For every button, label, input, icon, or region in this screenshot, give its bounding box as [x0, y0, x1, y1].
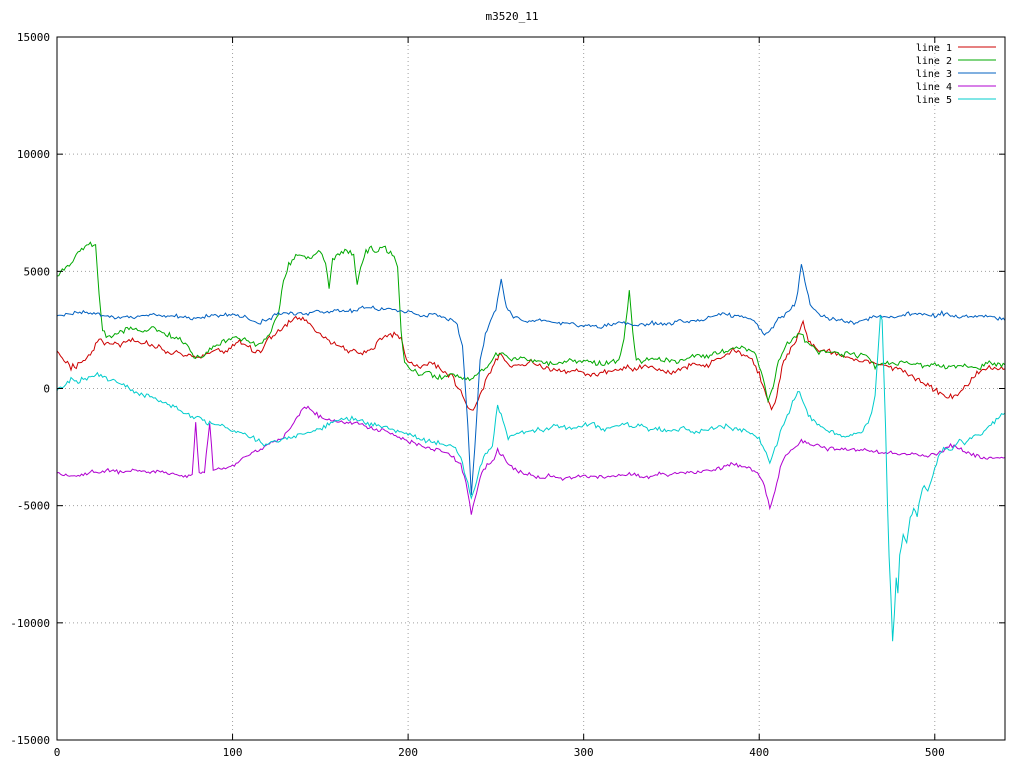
plot-border: [56, 36, 1006, 741]
legend-label: line 3: [916, 69, 952, 80]
legend-label: line 1: [916, 43, 952, 54]
x-tick-label: 300: [574, 746, 594, 759]
series-line-5: [57, 315, 1005, 642]
y-tick-label: -10000: [10, 617, 50, 630]
series-line-4: [57, 405, 1005, 515]
legend-label: line 2: [916, 56, 952, 67]
y-tick-label: 15000: [17, 31, 50, 44]
chart-title: m3520_11: [485, 10, 539, 23]
y-tick-label: 0: [43, 383, 50, 396]
legend-label: line 4: [916, 82, 952, 93]
x-tick-label: 500: [925, 746, 945, 759]
y-tick-label: 10000: [17, 148, 50, 161]
y-tick-label: -15000: [10, 734, 50, 747]
series-line-1: [57, 315, 1005, 411]
x-tick-label: 100: [223, 746, 243, 759]
x-tick-label: 400: [749, 746, 769, 759]
legend-label: line 5: [916, 95, 952, 106]
legend: line 1 line 2 line 3 line 4 line 5: [916, 43, 996, 106]
x-tick-label: 0: [54, 746, 61, 759]
series-line-3: [57, 264, 1005, 496]
x-tick-label: 200: [398, 746, 418, 759]
y-tick-label: -5000: [17, 500, 50, 513]
series-line-2: [57, 241, 1005, 404]
y-tick-label: 5000: [24, 265, 51, 278]
